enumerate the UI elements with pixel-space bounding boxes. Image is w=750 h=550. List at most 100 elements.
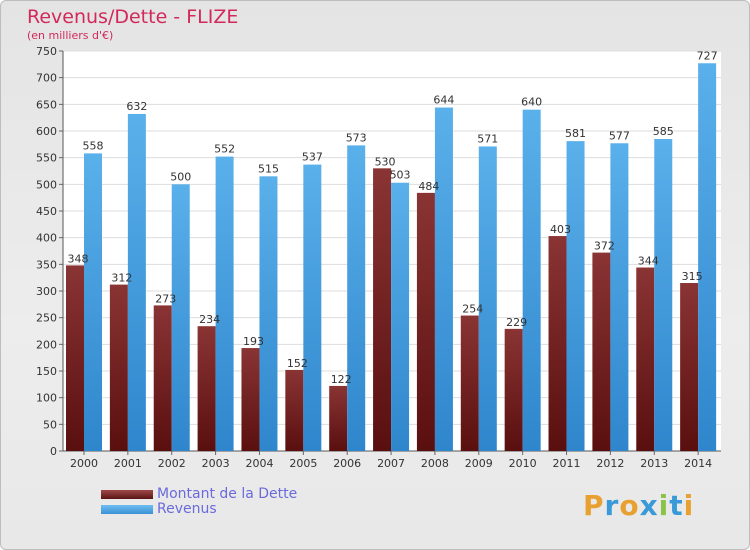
bar-debt [329,385,348,451]
logo-letter: r [604,489,620,522]
x-tick-label: 2001 [114,457,142,470]
y-tick-label: 200 [36,338,57,351]
bar-debt [109,284,128,451]
y-tick-label: 300 [36,285,57,298]
bar-revenue [434,107,453,452]
bar-revenue [566,141,585,451]
data-label-revenue: 640 [521,96,542,109]
data-label-debt: 348 [68,252,89,265]
x-tick-label: 2010 [509,457,537,470]
y-tick-label: 350 [36,258,57,271]
x-tick-label: 2008 [421,457,449,470]
legend-swatch-debt [101,490,153,499]
y-tick-label: 700 [36,72,57,85]
bar-revenue [391,182,410,451]
data-label-debt: 530 [375,155,396,168]
x-tick-label: 2014 [684,457,712,470]
data-label-debt: 122 [331,373,352,386]
x-tick-label: 2009 [465,457,493,470]
bar-debt [153,305,172,451]
x-tick-label: 2011 [553,457,581,470]
data-label-debt: 344 [638,255,659,268]
data-label-revenue: 515 [258,162,279,175]
bar-debt [241,348,260,451]
data-label-revenue: 558 [83,139,104,152]
bar-revenue [347,145,366,451]
data-label-revenue: 552 [214,143,235,156]
bar-revenue [215,156,234,451]
y-tick-label: 600 [36,125,57,138]
logo-letter: t [669,489,684,522]
logo-letter: i [658,489,670,522]
bar-debt [197,326,216,451]
data-label-debt: 312 [111,272,132,285]
data-label-revenue: 573 [346,131,367,144]
data-label-debt: 234 [199,313,220,326]
logo-letter: x [639,489,659,522]
logo-letter: o [619,489,640,522]
bar-debt [66,265,84,451]
bar-revenue [171,184,190,452]
chart-subtitle: (en milliers d'€) [27,29,114,42]
legend-swatch-revenue [101,505,153,514]
logo-letter: i [683,489,695,522]
bar-debt [592,252,611,451]
y-tick-label: 550 [36,152,57,165]
bar-revenue [303,164,322,451]
data-label-debt: 315 [682,270,703,283]
bar-revenue [478,146,497,451]
data-label-revenue: 503 [390,169,411,182]
x-tick-label: 2012 [596,457,624,470]
y-tick-label: 650 [36,98,57,111]
x-tick-label: 2004 [245,457,273,470]
bar-debt [373,168,392,452]
bar-debt [504,328,523,451]
data-label-debt: 273 [155,292,176,305]
y-tick-label: 400 [36,232,57,245]
bar-revenue [84,153,102,451]
chart-title: Revenus/Dette - FLIZE [27,6,239,28]
y-tick-label: 150 [36,365,57,378]
data-label-debt: 484 [418,180,439,193]
bar-revenue [654,139,673,451]
bar-revenue [610,143,629,451]
logo-letter: P [583,489,605,522]
bar-revenue [522,109,541,452]
bar-debt [680,283,699,451]
legend-label-revenue: Revenus [157,501,217,517]
y-tick-label: 100 [36,392,57,405]
x-tick-label: 2002 [158,457,186,470]
x-tick-label: 2003 [202,457,230,470]
y-tick-label: 50 [43,418,57,431]
data-label-debt: 152 [287,357,308,370]
bar-debt [460,315,479,451]
x-tick-label: 2013 [640,457,668,470]
data-label-revenue: 581 [565,127,586,140]
data-label-revenue: 577 [609,129,630,142]
bar-revenue [127,113,146,451]
data-label-revenue: 537 [302,151,323,164]
bar-debt [285,369,304,451]
data-label-revenue: 632 [126,100,147,113]
y-tick-label: 500 [36,178,57,191]
x-tick-label: 2005 [289,457,317,470]
bar-revenue [259,176,278,452]
data-label-debt: 372 [594,240,615,253]
proxiti-logo: Proxiti [583,489,694,522]
y-tick-label: 450 [36,205,57,218]
y-tick-label: 250 [36,312,57,325]
y-tick-label: 750 [36,45,57,58]
legend-label-debt: Montant de la Dette [157,486,298,502]
data-label-debt: 254 [462,303,483,316]
x-tick-label: 2007 [377,457,405,470]
data-label-revenue: 500 [170,170,191,183]
x-tick-label: 2000 [70,457,98,470]
data-label-debt: 193 [243,335,264,348]
bar-debt [548,236,567,451]
data-label-revenue: 585 [653,125,674,138]
data-label-debt: 403 [550,223,571,236]
y-tick-label: 0 [50,445,57,458]
x-tick-label: 2006 [333,457,361,470]
